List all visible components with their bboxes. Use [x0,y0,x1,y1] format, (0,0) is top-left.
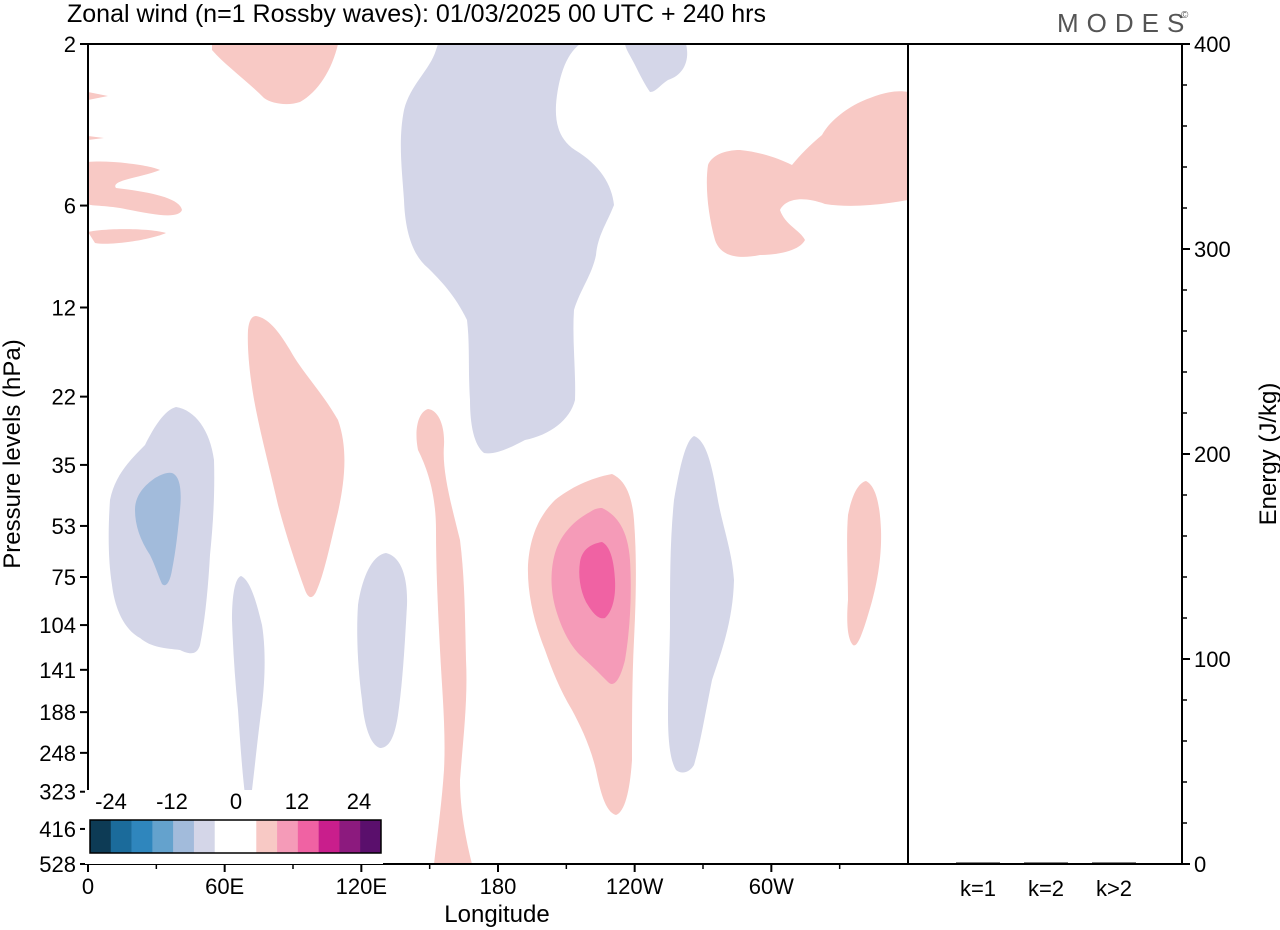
colorbar-label: 12 [285,789,309,814]
contour-region [668,436,734,773]
y-tick-label: 416 [39,817,76,842]
y-tick-label: 35 [52,453,76,478]
x-axis-label: Longitude [444,901,549,928]
x-tick-label: 60E [205,874,244,899]
contour-region [212,44,338,105]
energy-tick-label: 0 [1194,852,1206,877]
energy-tick-label: 200 [1194,442,1231,467]
longitude-axis: 0 60E 120E 180 120W 60W [82,864,841,899]
contour-region [400,44,614,454]
contour-region [88,92,108,140]
x-tick-label: 120E [336,874,387,899]
x-tick-label: 120W [606,874,664,899]
energy-tick-label: 400 [1194,32,1231,57]
colorbar-cell [360,820,382,853]
energy-axis: 0 100 200 300 400 [1182,32,1231,877]
y-tick-label: 104 [39,613,76,638]
y-tick-label: 53 [52,514,76,539]
y-tick-label: 2 [64,32,76,57]
energy-category-label: k>2 [1096,876,1132,901]
y-tick-label: 22 [52,385,76,410]
colorbar-cell [277,820,299,853]
colorbar-label: 24 [347,789,371,814]
y-tick-label: 141 [39,658,76,683]
colorbar-cell [256,820,278,853]
contour-region [357,553,408,748]
energy-category-label: k=2 [1028,876,1064,901]
colorbar-cell [110,820,132,853]
contour-plot: 2 6 12 22 35 53 75 104 141 188 248 323 416 528 0 60E 12… [0,32,909,928]
energy-category-label: k=1 [960,876,996,901]
energy-bar [1024,862,1068,864]
contour-region [232,576,265,799]
energy-bar [1092,862,1136,864]
colorbar-label: -24 [95,789,127,814]
contour-region [625,44,688,92]
y-tick-label: 75 [52,565,76,590]
colorbar-cell [90,820,112,853]
colorbar-frame [89,819,382,854]
y-tick-label: 248 [39,741,76,766]
energy-panel: 0 100 200 300 400 k=1 k=2 k>2 Energy (J/kg) [908,32,1280,901]
colorbar-label: -12 [156,789,188,814]
contour-region [88,161,182,216]
chart-title: Zonal wind (n=1 Rossby waves): 01/03/202… [67,0,766,28]
contour-region [135,472,181,586]
colorbar: -24 -12 0 12 24 [85,789,383,864]
colorbar-cell [235,820,257,853]
contour-region [247,316,345,598]
contour-region [416,409,472,864]
contour-region [579,542,616,619]
energy-bars [956,862,1136,864]
colorbar-cell [297,820,319,853]
colorbar-labels: -24 -12 0 12 24 [95,789,371,814]
colorbar-cell [318,820,340,853]
x-tick-label: 180 [480,874,517,899]
x-tick-label: 0 [82,874,94,899]
colorbar-cell [131,820,153,853]
contour-shading [88,44,908,864]
y-tick-label: 528 [39,852,76,877]
energy-categories: k=1 k=2 k>2 [960,876,1132,901]
energy-tick-label: 300 [1194,237,1231,262]
colorbar-cell [214,820,236,853]
modes-logo: MODES [1057,8,1192,38]
y-tick-label: 12 [52,295,76,320]
y-tick-label: 188 [39,700,76,725]
colorbar-cell [339,820,361,853]
logo-copyright-mark: © [1181,10,1189,21]
energy-bar [956,862,1000,864]
colorbar-cell [193,820,216,853]
pressure-axis: 2 6 12 22 35 53 75 104 141 188 248 323 416 528 [39,32,88,877]
energy-tick-label: 100 [1194,647,1231,672]
colorbar-label: 0 [230,789,242,814]
colorbar-cells [90,820,382,853]
y-tick-label: 323 [39,780,76,805]
contour-region [88,229,166,244]
y-axis-label: Pressure levels (hPa) [0,339,26,568]
contour-region [706,91,908,257]
x-tick-label: 60W [749,874,794,899]
energy-axis-label: Energy (J/kg) [1255,383,1280,526]
colorbar-cell [173,820,195,853]
colorbar-cell [152,820,174,853]
y-tick-label: 6 [64,194,76,219]
contour-region [847,481,882,646]
